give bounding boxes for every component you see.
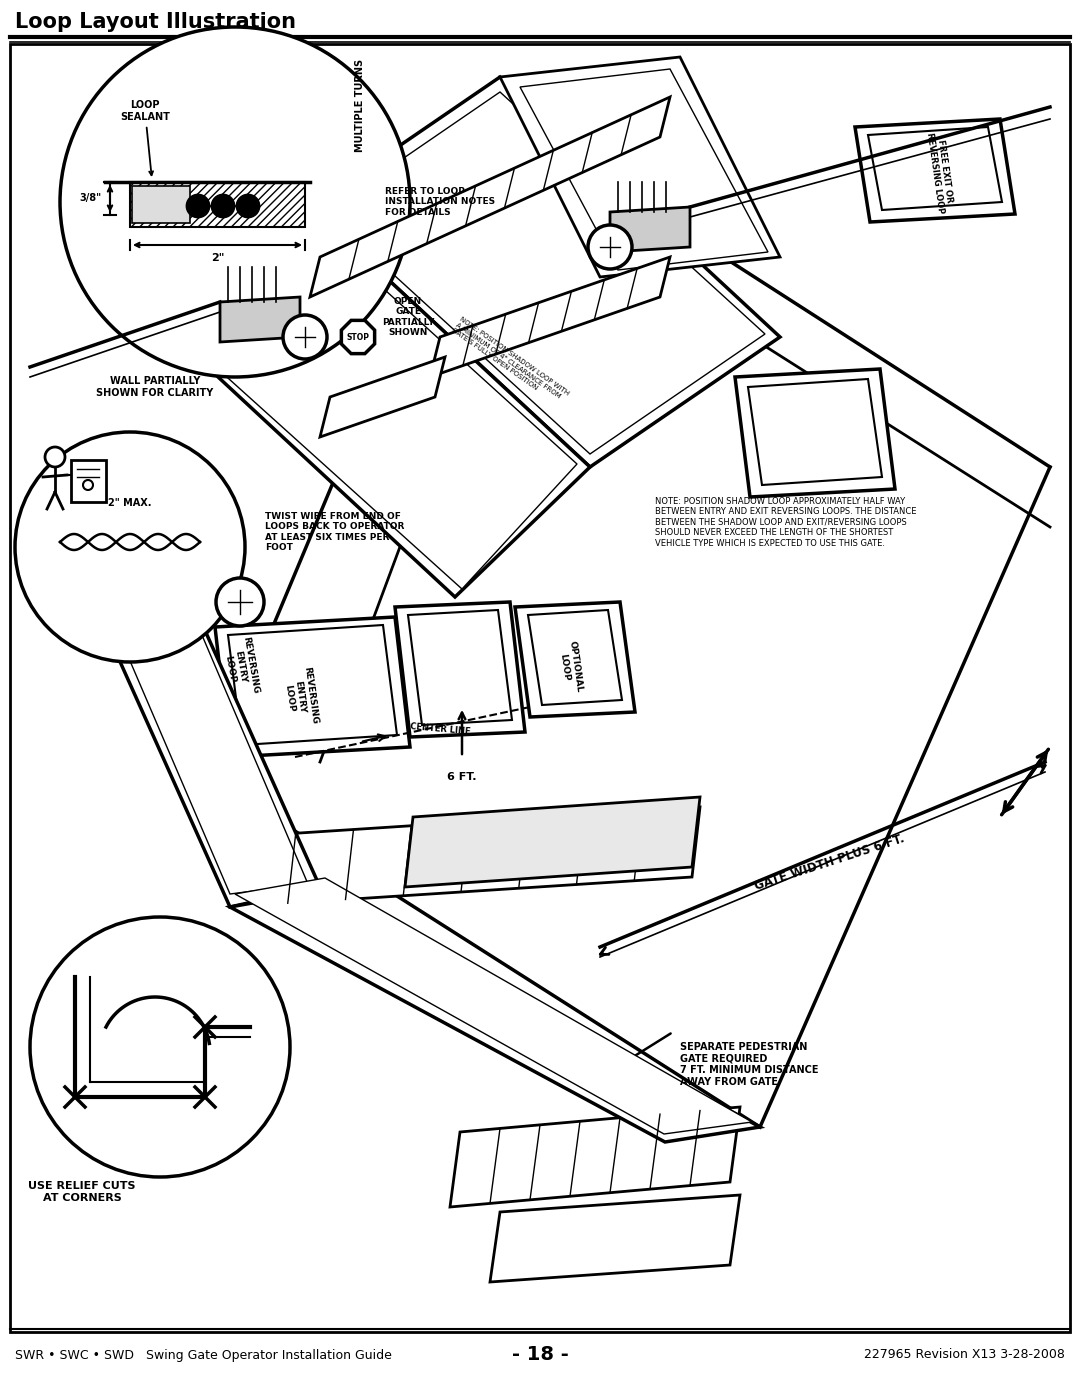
Circle shape (15, 432, 245, 662)
Polygon shape (855, 119, 1015, 222)
Polygon shape (310, 77, 780, 467)
Polygon shape (515, 602, 635, 717)
Polygon shape (100, 597, 320, 907)
Text: USE RELIEF CUTS
AT CORNERS: USE RELIEF CUTS AT CORNERS (28, 1182, 136, 1203)
Text: 6 FT.: 6 FT. (447, 773, 476, 782)
Polygon shape (220, 298, 300, 342)
Text: GATE WIDTH PLUS 6 FT.: GATE WIDTH PLUS 6 FT. (754, 831, 906, 893)
Text: 3/8": 3/8" (80, 194, 102, 204)
Text: REVERSING
ENTRY
LOOP: REVERSING ENTRY LOOP (220, 636, 259, 698)
Polygon shape (528, 610, 622, 705)
Circle shape (212, 196, 234, 217)
Polygon shape (500, 57, 780, 277)
Polygon shape (395, 602, 525, 738)
Polygon shape (868, 127, 1002, 210)
Bar (130, 182, 305, 226)
Polygon shape (408, 610, 512, 725)
Polygon shape (310, 96, 670, 298)
Polygon shape (230, 890, 760, 1141)
Text: CENTER LINE: CENTER LINE (409, 722, 471, 736)
Circle shape (60, 27, 410, 377)
Polygon shape (748, 379, 882, 485)
Circle shape (45, 447, 65, 467)
Circle shape (237, 196, 259, 217)
Polygon shape (610, 207, 690, 251)
Circle shape (216, 578, 264, 626)
Text: LOOP
SEALANT: LOOP SEALANT (120, 101, 170, 175)
Polygon shape (230, 807, 700, 907)
Text: TWIST WIRE FROM END OF
LOOPS BACK TO OPERATOR
AT LEAST SIX TIMES PER
FOOT: TWIST WIRE FROM END OF LOOPS BACK TO OPE… (265, 511, 404, 552)
Text: REFER TO LOOP
INSTALLATION NOTES
FOR DETAILS: REFER TO LOOP INSTALLATION NOTES FOR DET… (384, 187, 495, 217)
Bar (71, 460, 106, 502)
Polygon shape (215, 617, 410, 757)
Text: REVERSING
ENTRY
LOOP: REVERSING ENTRY LOOP (281, 666, 319, 728)
Polygon shape (188, 222, 577, 590)
Text: Loop Layout Illustration: Loop Layout Illustration (15, 13, 296, 32)
Polygon shape (519, 68, 768, 270)
Polygon shape (112, 608, 308, 894)
Text: OPTIONAL
LOOP: OPTIONAL LOOP (557, 640, 583, 694)
Text: NOTE: POSITION SHADOW LOOP APPROXIMATELY HALF WAY
BETWEEN ENTRY AND EXIT REVERSI: NOTE: POSITION SHADOW LOOP APPROXIMATELY… (654, 497, 917, 548)
Bar (132, 186, 190, 224)
Text: FREE EXIT OR
REVERSING LOOP: FREE EXIT OR REVERSING LOOP (924, 130, 956, 214)
Polygon shape (735, 369, 895, 497)
Circle shape (187, 196, 210, 217)
Circle shape (588, 225, 632, 270)
Text: - 18 -: - 18 - (512, 1345, 568, 1365)
Polygon shape (450, 1106, 740, 1207)
Text: 227965 Revision X13 3-28-2008: 227965 Revision X13 3-28-2008 (864, 1348, 1065, 1362)
Circle shape (30, 916, 291, 1178)
Polygon shape (490, 1194, 740, 1282)
Polygon shape (320, 358, 445, 437)
Polygon shape (228, 624, 397, 745)
Text: SEPARATE PEDESTRIAN
GATE REQUIRED
7 FT. MINIMUM DISTANCE
AWAY FROM GATE: SEPARATE PEDESTRIAN GATE REQUIRED 7 FT. … (680, 1042, 819, 1087)
Polygon shape (341, 320, 375, 353)
Polygon shape (430, 257, 670, 377)
Polygon shape (325, 92, 765, 454)
Text: NOTE: POSITION SHADOW LOOP WITH
A MINIMUM OF 4" CLEARANCE FROM
GATE'S FULLY OPEN: NOTE: POSITION SHADOW LOOP WITH A MINIMU… (450, 316, 570, 408)
Text: WALL PARTIALLY
SHOWN FOR CLARITY: WALL PARTIALLY SHOWN FOR CLARITY (96, 376, 214, 398)
Text: 2" MAX.: 2" MAX. (108, 497, 152, 509)
Text: SWR • SWC • SWD   Swing Gate Operator Installation Guide: SWR • SWC • SWD Swing Gate Operator Inst… (15, 1348, 392, 1362)
Text: STOP: STOP (347, 332, 369, 341)
Polygon shape (405, 798, 700, 887)
Text: MULTIPLE TURNS: MULTIPLE TURNS (355, 59, 365, 152)
Text: 2": 2" (211, 253, 225, 263)
Text: OPEN
GATE
PARTIALLY
SHOWN: OPEN GATE PARTIALLY SHOWN (382, 298, 434, 337)
Polygon shape (175, 207, 590, 597)
Polygon shape (235, 877, 752, 1134)
Circle shape (283, 314, 327, 359)
Circle shape (83, 481, 93, 490)
